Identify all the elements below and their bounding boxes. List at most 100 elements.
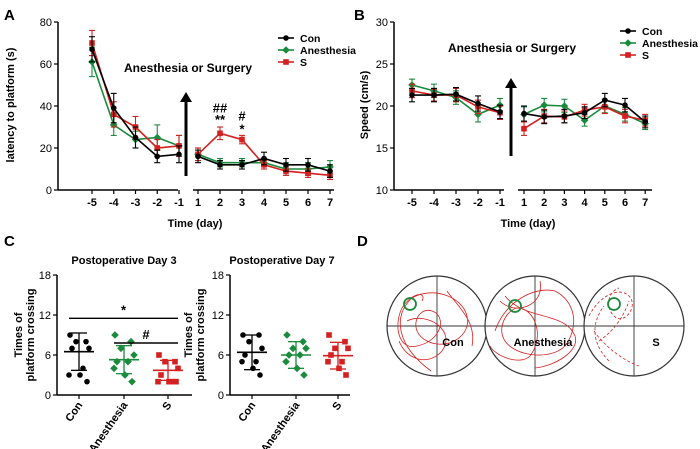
- series-con: [409, 86, 649, 129]
- data-point: [132, 134, 139, 141]
- data-point: [282, 357, 290, 366]
- data-point: [257, 372, 263, 378]
- legend-label: S: [642, 50, 649, 62]
- legend-marker: [282, 46, 290, 54]
- panel-label-b: B: [354, 7, 365, 24]
- pool-label: S: [652, 337, 659, 349]
- data-point: [622, 113, 628, 119]
- data-point: [110, 364, 118, 373]
- data-point: [246, 338, 252, 345]
- data-point: [497, 109, 503, 115]
- panel-c1-title: Postoperative Day 3: [71, 255, 176, 267]
- significance-mark: **: [215, 112, 226, 127]
- series-con: [89, 36, 333, 178]
- data-point: [156, 352, 162, 358]
- x-tick-label: 6: [305, 197, 311, 209]
- panel-c2-chart: 0 6 12 18 Times ofplatform crossing Con Anesth…: [183, 270, 353, 449]
- data-point: [84, 378, 90, 385]
- x-tick-label: -3: [451, 197, 461, 209]
- legend-label: S: [300, 57, 307, 69]
- x-tick-label: -4: [109, 197, 120, 209]
- data-point: [581, 109, 588, 116]
- y-tick-label: 80: [40, 17, 52, 29]
- pool-con: Con: [386, 275, 488, 377]
- data-point: [111, 331, 119, 339]
- x-tick-label: -2: [473, 197, 483, 209]
- data-point: [540, 101, 548, 109]
- data-point: [409, 92, 415, 98]
- panel-c2-title: Postoperative Day 7: [229, 255, 334, 267]
- data-point: [195, 153, 201, 160]
- data-point: [305, 170, 311, 176]
- x-tick-label: 3: [239, 197, 245, 209]
- platform-target: [403, 297, 417, 311]
- panel-b-annotation: Anesthesia or Surgery: [448, 41, 576, 55]
- legend-label: Con: [642, 26, 662, 38]
- significance-mark: #: [238, 109, 246, 124]
- x-tick-label: -3: [131, 197, 141, 209]
- data-point: [475, 100, 481, 107]
- data-point: [283, 331, 291, 339]
- y-tick-label: 18: [39, 270, 51, 282]
- data-point: [121, 371, 129, 379]
- data-point: [327, 168, 333, 174]
- data-point: [305, 162, 311, 168]
- y-axis-label: Times ofplatform crossing: [13, 289, 37, 382]
- data-point: [343, 372, 349, 378]
- data-point: [345, 345, 351, 352]
- data-point: [336, 365, 342, 372]
- legend-label: Anesthesia: [300, 45, 356, 57]
- legend-label: Anesthesia: [642, 38, 698, 50]
- data-point: [239, 358, 245, 365]
- data-point: [172, 358, 178, 365]
- x-tick-label: -1: [495, 197, 505, 209]
- y-tick-label: 6: [45, 350, 51, 362]
- data-point: [521, 125, 527, 132]
- data-point: [302, 344, 310, 353]
- surgery-arrow-head: [505, 78, 517, 88]
- data-point: [175, 365, 181, 372]
- data-point: [128, 377, 136, 386]
- data-point: [453, 91, 459, 98]
- data-point: [253, 358, 259, 365]
- panel-label-a: A: [4, 7, 15, 24]
- significance-mark: ##: [213, 100, 228, 115]
- series-s: [89, 29, 333, 181]
- data-point: [127, 337, 135, 346]
- data-point: [541, 114, 547, 120]
- platform-target: [508, 299, 522, 313]
- x-tick-label: 4: [261, 197, 268, 209]
- data-point: [110, 105, 117, 111]
- data-point: [521, 110, 527, 117]
- x-tick-label: S: [330, 400, 344, 413]
- data-point: [66, 372, 72, 378]
- panel-d-swim-paths: Con Anesthesia S: [386, 275, 685, 377]
- data-point: [162, 358, 168, 365]
- x-tick-label: -2: [152, 197, 162, 209]
- x-tick-label: Anesthesia: [259, 399, 303, 449]
- x-tick-label: 4: [582, 197, 589, 209]
- x-tick-label: -4: [429, 197, 440, 209]
- data-point: [239, 136, 245, 143]
- data-point: [173, 378, 179, 385]
- data-point: [602, 97, 608, 103]
- data-point: [283, 162, 289, 168]
- x-tick-label: Con: [236, 400, 258, 425]
- data-point: [300, 371, 308, 379]
- data-point: [259, 345, 265, 352]
- data-point: [342, 338, 348, 345]
- data-point: [474, 110, 482, 119]
- data-point: [155, 378, 161, 385]
- data-point: [130, 351, 138, 359]
- pool-s: S: [583, 275, 685, 377]
- y-tick-label: 15: [376, 143, 388, 155]
- pool-label: Anesthesia: [514, 337, 574, 349]
- panel-label-c: C: [4, 233, 15, 250]
- significance-mark: *: [239, 121, 245, 136]
- data-point: [154, 145, 161, 151]
- series-s: [409, 83, 649, 136]
- swim-path: [489, 280, 577, 369]
- x-tick-label: -5: [407, 197, 417, 209]
- y-tick-label: 40: [40, 101, 52, 113]
